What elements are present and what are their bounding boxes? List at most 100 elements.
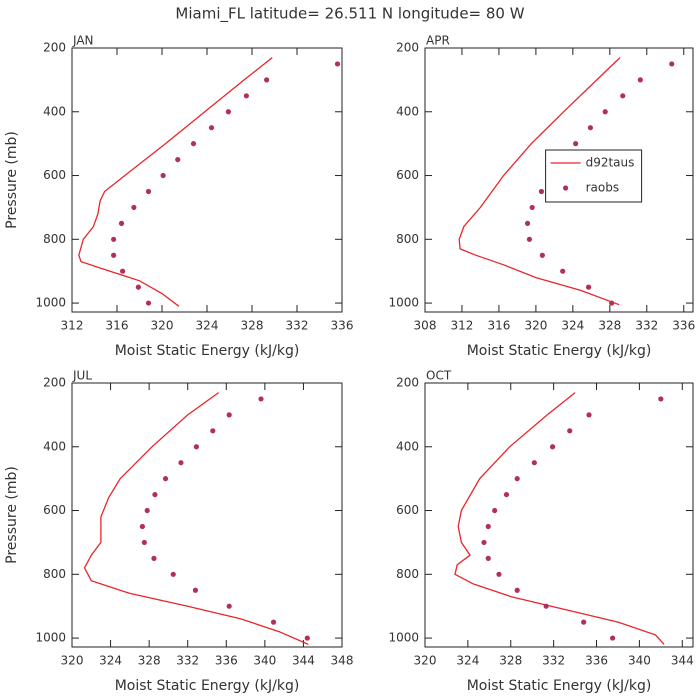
x-tick-label: 320 — [414, 654, 437, 668]
panel: JAN 312 316 320 324 328 332 336 200 400 600 800 1000… — [4, 34, 353, 360]
sounding-point — [492, 507, 498, 514]
y-tick-label: 400 — [43, 439, 66, 453]
plot-frame — [424, 47, 694, 313]
sounding-point — [526, 236, 533, 242]
sounding-point — [581, 619, 587, 625]
figure-title: Miami_FL latitude= 26.511 N longitude= 8… — [175, 5, 524, 24]
y-tick-label: 200 — [43, 376, 66, 390]
x-tick-label: 336 — [672, 319, 695, 333]
x-axis-label: Moist Static Energy (kJ/kg) — [467, 343, 652, 359]
sounding-point — [496, 571, 502, 577]
sounding-point — [531, 460, 537, 466]
plot-frame — [71, 382, 343, 648]
sounding-point — [210, 428, 216, 434]
x-tick-label: 316 — [106, 319, 129, 333]
x-tick-label: 316 — [487, 319, 510, 333]
y-tick-label: 200 — [396, 376, 419, 390]
sounding-point — [538, 188, 545, 195]
y-tick-label: 1000 — [35, 296, 66, 310]
y-tick-label: 1000 — [35, 631, 66, 645]
legend-label: d92taus — [586, 156, 635, 170]
sounding-point — [111, 252, 117, 258]
sounding-point — [539, 252, 545, 258]
sounding-point — [610, 635, 616, 641]
x-tick-label: 344 — [671, 654, 694, 668]
y-tick-label: 800 — [43, 567, 66, 581]
sounding-point — [208, 125, 215, 131]
x-tick-label: 328 — [241, 319, 264, 333]
profile-line — [83, 392, 309, 645]
y-tick-label: 1000 — [388, 631, 419, 645]
x-axis-label: Moist Static Energy (kJ/kg) — [115, 343, 300, 359]
sounding-point — [503, 491, 510, 498]
sounding-point — [529, 204, 535, 211]
y-axis-label: Pressure (mb) — [4, 466, 20, 564]
profile-line — [78, 57, 273, 307]
x-tick-label: 332 — [542, 654, 565, 668]
x-tick-label: 328 — [499, 654, 522, 668]
plot-frame — [424, 382, 694, 648]
y-tick-label: 600 — [43, 503, 66, 517]
sounding-point — [514, 587, 520, 593]
sounding-point — [524, 220, 531, 226]
sounding-point — [178, 460, 184, 466]
sounding-point — [111, 236, 117, 242]
sounding-point — [258, 396, 264, 402]
x-tick-label: 328 — [598, 319, 621, 333]
panel: OCT 320 324 328 332 336 340 344 200 400 600 800 1000… — [388, 369, 693, 695]
sounding-point — [334, 61, 341, 67]
y-tick-label: 600 — [396, 168, 419, 182]
x-tick-label: 340 — [628, 654, 651, 668]
x-tick-label: 320 — [151, 319, 174, 333]
y-tick-label: 200 — [43, 41, 66, 55]
sounding-point — [609, 300, 615, 306]
sounding-point — [485, 523, 491, 530]
y-tick-label: 600 — [396, 503, 419, 517]
sounding-point — [135, 284, 141, 290]
x-tick-label: 328 — [138, 654, 161, 668]
legend-label: raobs — [586, 181, 620, 195]
x-tick-label: 336 — [585, 654, 608, 668]
legend-box — [545, 149, 643, 203]
x-tick-label: 344 — [292, 654, 315, 668]
x-tick-label: 348 — [331, 654, 354, 668]
sounding-point — [170, 571, 176, 577]
legend-swatch — [563, 185, 569, 191]
x-tick-label: 320 — [61, 654, 84, 668]
x-tick-label: 312 — [61, 319, 84, 333]
x-tick-label: 324 — [99, 654, 122, 668]
x-tick-label: 308 — [414, 319, 437, 333]
panel: JUL 320 324 328 332 336 340 344 348 200 400 600 800 1… — [4, 369, 353, 695]
y-tick-label: 400 — [396, 439, 419, 453]
sounding-point — [543, 603, 549, 609]
profile-line — [458, 57, 621, 306]
profile-line — [454, 392, 665, 645]
sounding-point — [175, 156, 181, 163]
sounding-point — [585, 284, 592, 290]
panel-title: JAN — [72, 34, 94, 48]
sounding-point — [131, 204, 137, 211]
sounding-point — [602, 109, 608, 115]
sounding-point — [270, 619, 277, 625]
y-tick-label: 600 — [43, 168, 66, 182]
x-tick-label: 324 — [561, 319, 584, 333]
x-axis-label: Moist Static Energy (kJ/kg) — [467, 678, 652, 694]
sounding-point — [637, 77, 643, 83]
y-tick-label: 800 — [43, 232, 66, 246]
sounding-point — [141, 539, 147, 546]
sounding-point — [514, 476, 520, 482]
panel-title: APR — [426, 34, 450, 48]
panel-title: JUL — [72, 369, 92, 383]
x-tick-label: 324 — [456, 654, 479, 668]
sounding-point — [139, 523, 145, 530]
sounding-point — [145, 188, 152, 195]
y-tick-label: 200 — [396, 41, 419, 55]
sounding-point — [192, 587, 199, 593]
x-tick-label: 332 — [176, 654, 199, 668]
sounding-point — [669, 61, 675, 67]
sounding-point — [226, 603, 232, 609]
sounding-point — [144, 507, 150, 514]
y-axis-label: Pressure (mb) — [4, 131, 20, 229]
sounding-point — [560, 268, 566, 274]
